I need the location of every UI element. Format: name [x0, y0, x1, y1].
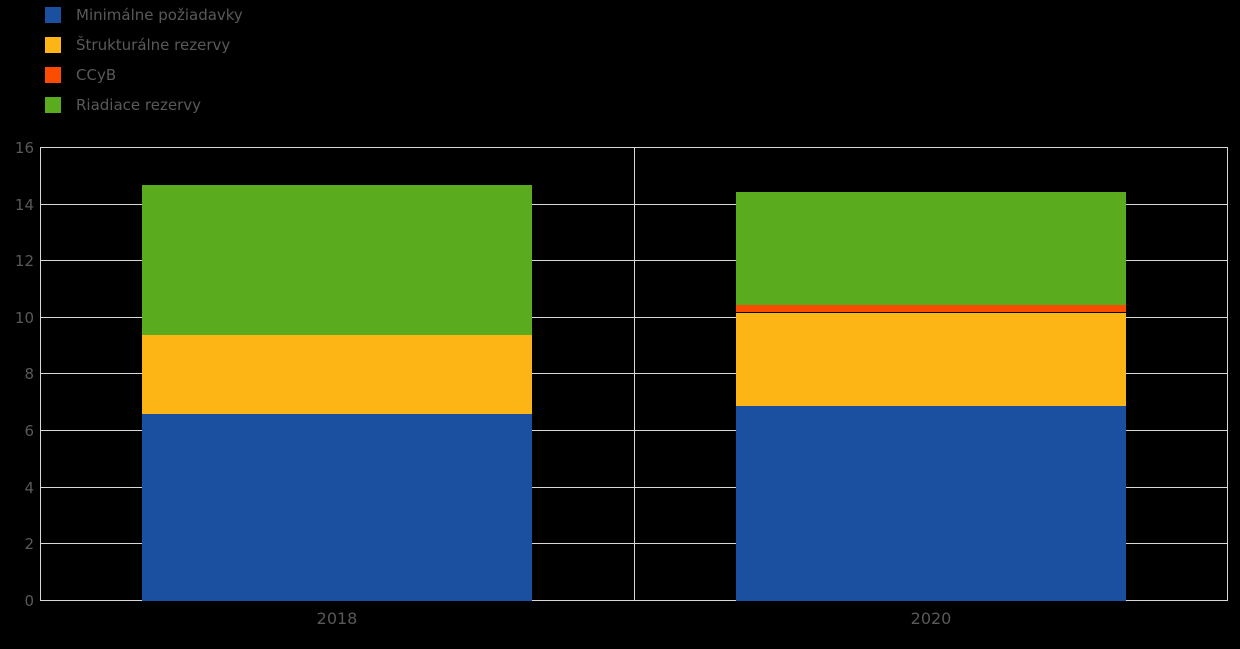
legend-label: Riadiace rezervy	[76, 96, 201, 114]
legend-label: CCyB	[76, 66, 117, 84]
bar-segment	[142, 414, 532, 601]
gridline-vertical	[634, 148, 635, 601]
y-axis-tick-label: 14	[14, 196, 34, 214]
gridline-vertical	[40, 148, 41, 601]
bar-segment	[142, 335, 532, 414]
y-axis-tick-label: 12	[14, 252, 34, 270]
chart-legend: Minimálne požiadavky Štrukturálne rezervy…	[45, 0, 243, 120]
y-axis-tick-label: 0	[24, 592, 34, 610]
legend-item: CCyB	[45, 60, 243, 90]
legend-swatch-icon	[45, 67, 61, 83]
legend-swatch-icon	[45, 37, 61, 53]
bar-segment	[736, 313, 1126, 406]
bar-segment	[736, 192, 1126, 305]
legend-item: Štrukturálne rezervy	[45, 30, 243, 60]
y-axis-tick-label: 16	[14, 139, 34, 157]
plot-area	[40, 147, 1228, 601]
legend-item: Minimálne požiadavky	[45, 0, 243, 30]
x-axis-tick-label: 2018	[316, 609, 358, 628]
y-axis-tick-label: 4	[24, 479, 34, 497]
legend-swatch-icon	[45, 97, 61, 113]
legend-label: Štrukturálne rezervy	[76, 36, 231, 54]
legend-label: Minimálne požiadavky	[76, 6, 243, 24]
legend-item: Riadiace rezervy	[45, 90, 243, 120]
gridline-vertical	[1227, 148, 1228, 601]
y-axis-tick-label: 10	[14, 309, 34, 327]
bar-segment	[736, 406, 1126, 601]
legend-swatch-icon	[45, 7, 61, 23]
y-axis-tick-label: 2	[24, 535, 34, 553]
x-axis-tick-label: 2020	[910, 609, 952, 628]
bar-segment	[142, 185, 532, 335]
y-axis-tick-label: 8	[24, 365, 34, 383]
bar-segment	[736, 305, 1126, 312]
y-axis-tick-label: 6	[24, 422, 34, 440]
gridline-horizontal	[40, 147, 1228, 148]
